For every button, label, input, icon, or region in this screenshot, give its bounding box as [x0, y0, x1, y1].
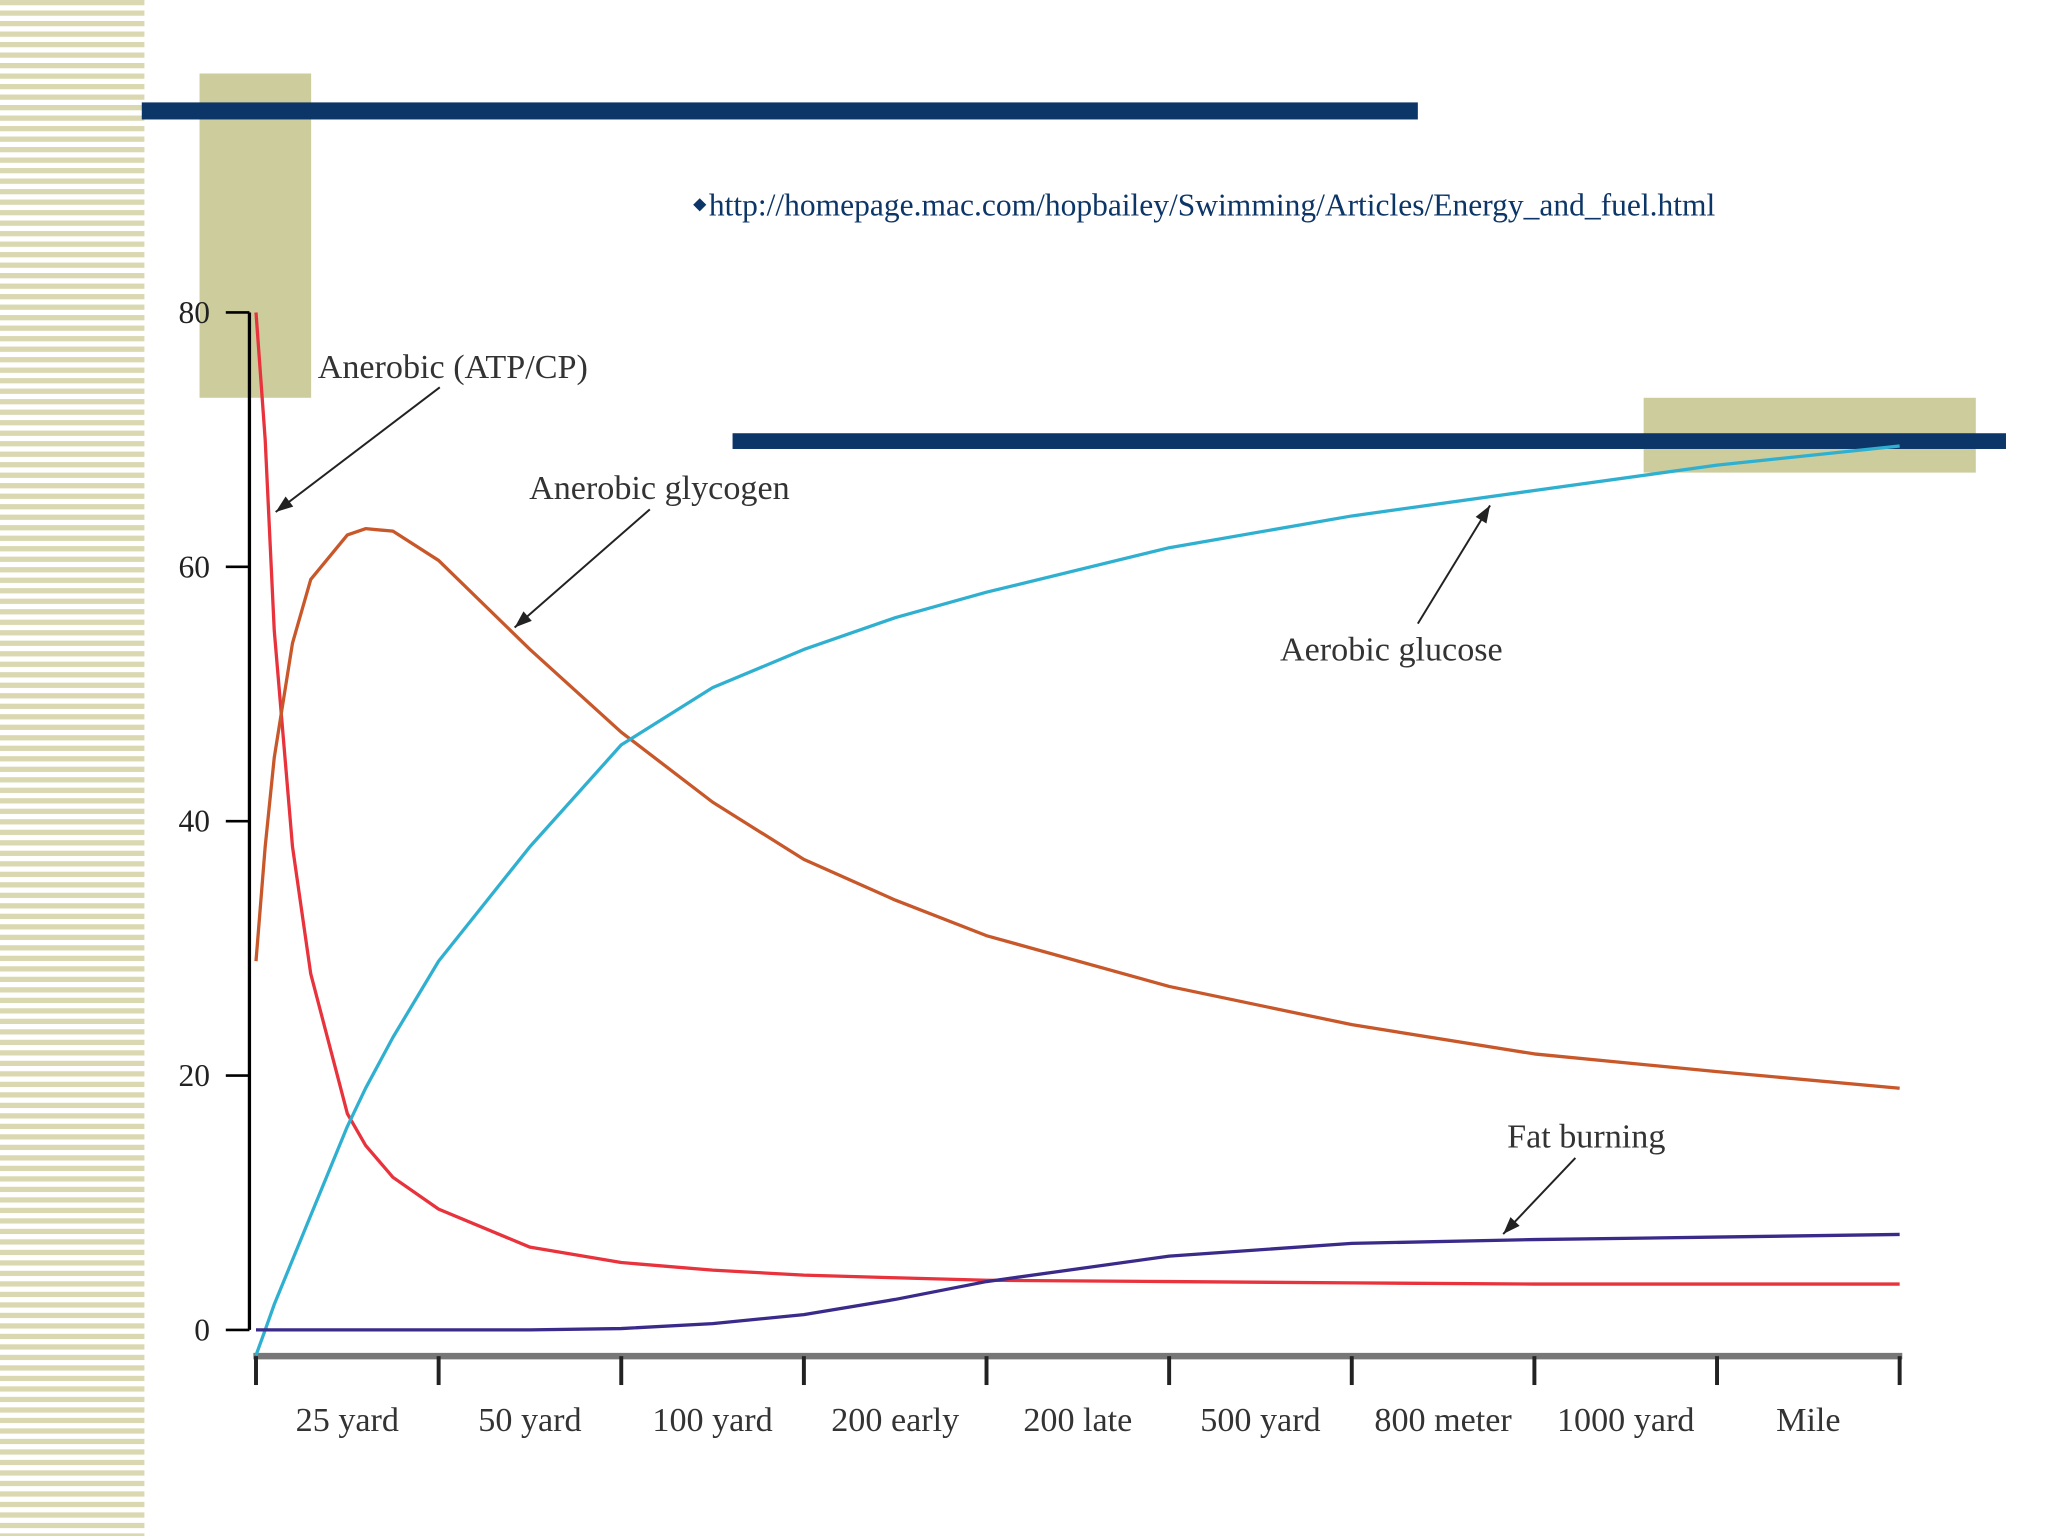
line-series [254, 444, 1900, 1356]
title-bar [141, 102, 1418, 120]
x-tick-label: 1000 yard [1557, 1402, 1694, 1439]
x-tick-label: 25 yard [296, 1402, 399, 1439]
divider-bar [732, 433, 2006, 449]
x-tick-label: 200 late [1023, 1402, 1132, 1439]
annotation-arrow [513, 508, 651, 629]
y-tick-label: 20 [179, 1058, 211, 1093]
x-tick-label: 500 yard [1200, 1402, 1320, 1439]
x-tick-label: Mile [1776, 1402, 1840, 1439]
y-tick-label: 60 [179, 549, 211, 584]
series-annotation: Fat burning [1507, 1118, 1665, 1155]
arrow-head [1475, 505, 1491, 524]
annotation-arrow [275, 386, 441, 513]
annotation-arrow [1417, 504, 1491, 625]
y-tick-label: 0 [194, 1312, 210, 1347]
series-annotation: Aerobic glucose [1280, 631, 1503, 668]
y-tick-label: 80 [179, 295, 211, 330]
accent-block [199, 73, 312, 398]
x-tick-label: 50 yard [478, 1402, 581, 1439]
series-annotation: Anerobic (ATP/CP) [318, 349, 588, 386]
line-series [254, 312, 1900, 1286]
arrow-head [514, 611, 532, 628]
line-series [256, 1232, 1900, 1332]
annotation-arrow [1502, 1157, 1577, 1235]
x-tick-label: 100 yard [652, 1402, 772, 1439]
side-stripes [0, 0, 145, 1536]
source-url: http://homepage.mac.com/hopbailey/Swimmi… [709, 187, 1716, 222]
line-series [254, 527, 1900, 1090]
series-annotation: Anerobic glycogen [529, 470, 790, 507]
arrow-head [1503, 1217, 1520, 1235]
y-tick-label: 40 [179, 804, 211, 839]
chart: 0 20 40 60 80 25 yard 50 yard 100 yard 200 early… [179, 295, 1903, 1439]
bullet [693, 198, 707, 212]
arrow-head [275, 496, 294, 512]
x-tick-label: 200 early [831, 1402, 959, 1439]
x-tick-label: 800 meter [1374, 1402, 1512, 1439]
